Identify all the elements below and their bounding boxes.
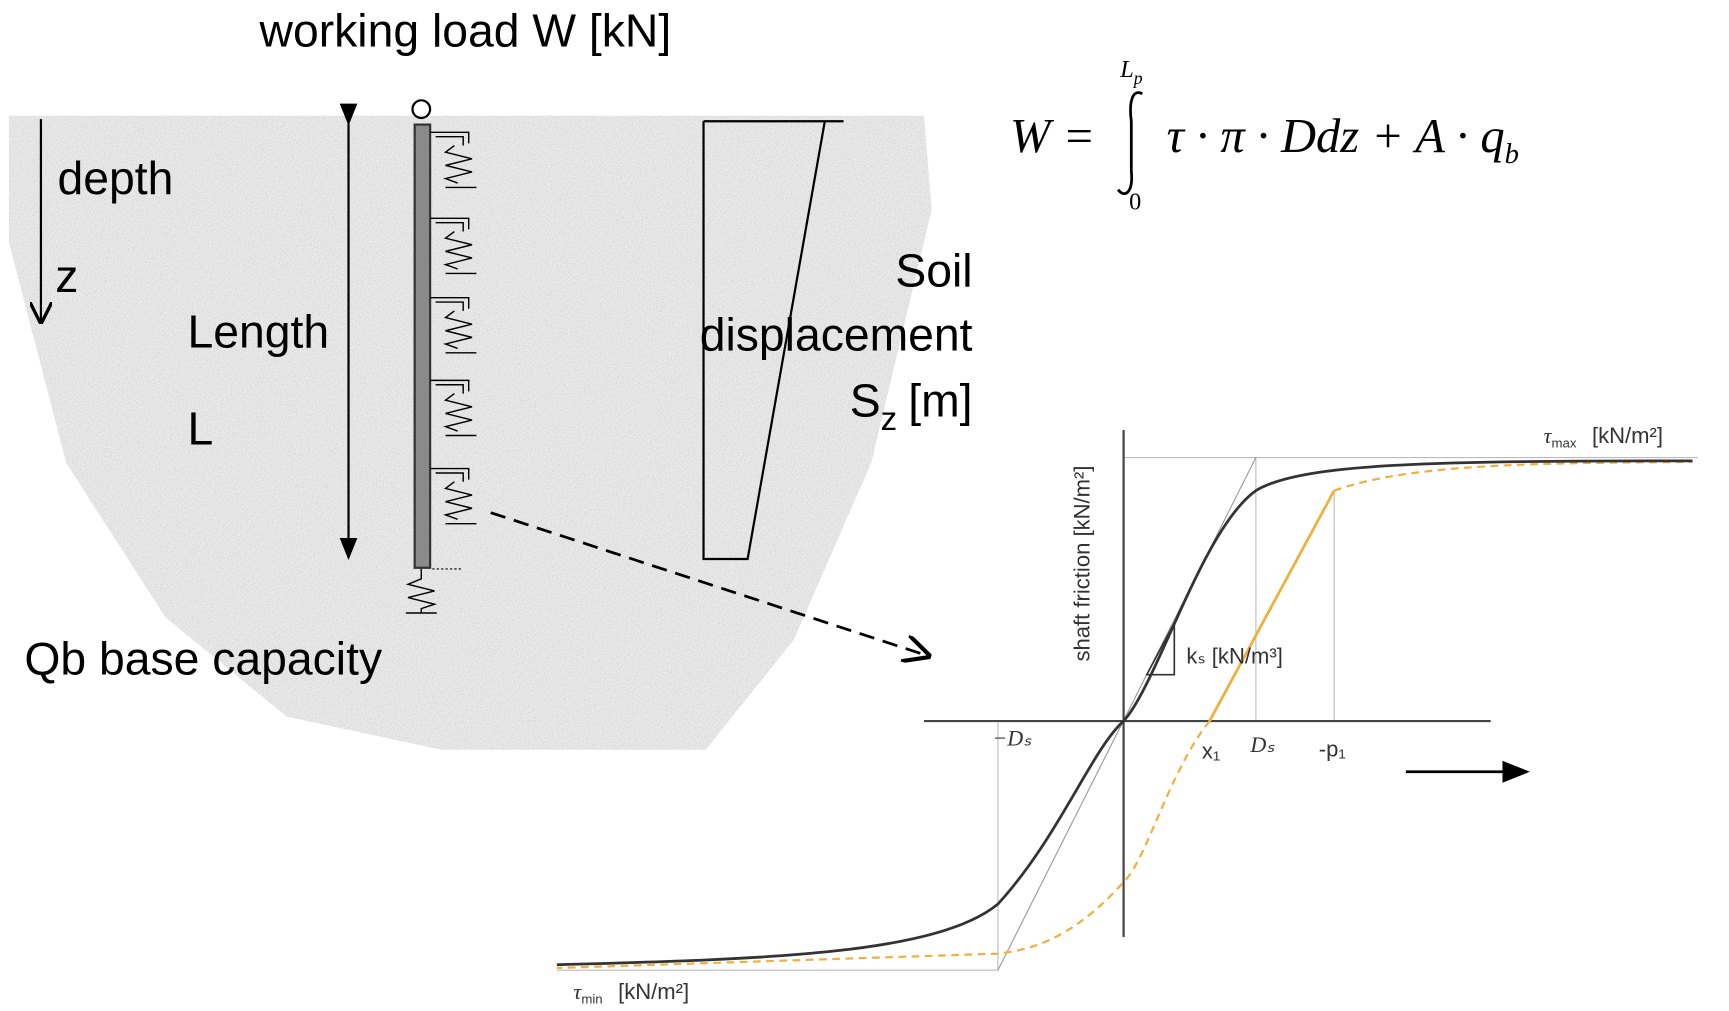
base-label: Qb base capacity xyxy=(24,633,383,685)
s: S xyxy=(850,375,881,427)
title: working load W [kN] xyxy=(259,4,672,56)
formula: W = Lp 0 τ · π · Ddz + A · qb xyxy=(1010,56,1519,215)
lower: 0 xyxy=(1129,188,1141,215)
spring xyxy=(430,131,477,189)
soil xyxy=(8,115,932,750)
ks-label: kₛ [kN/m³] xyxy=(1186,644,1282,669)
springs xyxy=(430,131,477,525)
tau: τ xyxy=(1544,423,1553,448)
tau-sub: min xyxy=(581,991,602,1006)
upper: Lp xyxy=(1119,56,1143,88)
p1: -p₁ xyxy=(1319,736,1346,761)
soil-line1: Soil xyxy=(895,245,972,297)
s-sub: z xyxy=(881,401,898,438)
ks-triangle xyxy=(1145,622,1176,676)
y-label: shaft friction [kN/m²] xyxy=(1069,465,1094,661)
spring xyxy=(430,296,477,354)
pile xyxy=(413,123,432,569)
base-spring xyxy=(405,568,438,614)
tau-min: τmin [kN/m²] xyxy=(573,979,689,1006)
l-label: L xyxy=(188,402,214,454)
upper-sub: p xyxy=(1132,68,1143,88)
neg-ds: −Dₛ xyxy=(992,725,1032,750)
length-label: Length xyxy=(188,305,330,357)
s-unit: [m] xyxy=(908,375,972,427)
tau: τ xyxy=(573,979,582,1004)
formula-body: τ · π · Ddz + A · qb xyxy=(1167,110,1519,170)
detail-arrow xyxy=(490,511,929,656)
graph xyxy=(556,429,1698,971)
tau-unit: [kN/m²] xyxy=(618,979,689,1004)
friction-curve xyxy=(556,459,1693,967)
spring xyxy=(430,467,477,525)
spring xyxy=(430,379,477,437)
body-sub: b xyxy=(1505,138,1519,170)
soil-line3: Sz [m] xyxy=(850,375,973,438)
tau-max: τmax [kN/m²] xyxy=(1544,423,1663,450)
tau-sub: max xyxy=(1552,436,1577,451)
formula-lhs: W = xyxy=(1010,110,1095,163)
load-point xyxy=(411,99,432,120)
x1: x₁ xyxy=(1202,739,1220,764)
unload-line xyxy=(1208,489,1336,722)
integral xyxy=(1116,91,1143,195)
z-label: z xyxy=(55,250,78,302)
upper-l: L xyxy=(1119,56,1134,83)
depth-label: depth xyxy=(57,152,173,204)
body: τ · π · Ddz + A · q xyxy=(1167,110,1505,163)
tangent xyxy=(997,457,1257,971)
displacement-profile xyxy=(702,120,844,561)
soil-line2: displacement xyxy=(700,309,973,361)
ds: Dₛ xyxy=(1249,732,1275,757)
spring xyxy=(430,217,477,275)
shifted-curve xyxy=(556,460,1693,970)
tau-unit: [kN/m²] xyxy=(1592,423,1663,448)
